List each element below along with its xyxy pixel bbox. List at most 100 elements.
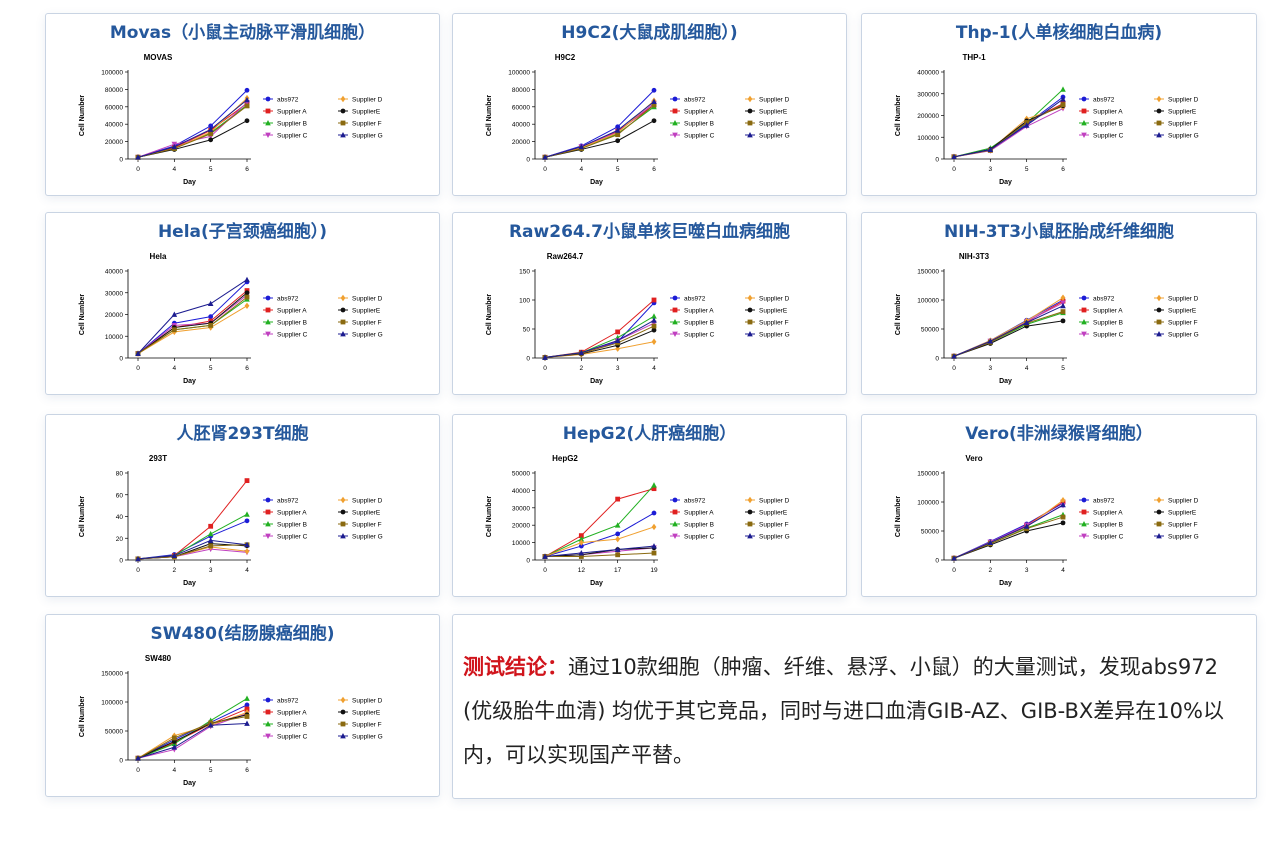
legend-label: Supplier A (684, 509, 714, 516)
series-line (137, 544, 248, 560)
data-point (171, 311, 178, 317)
series-line (953, 504, 1064, 559)
x-tick-label: 0 (543, 567, 547, 574)
legend-marker (672, 497, 678, 503)
data-series (135, 302, 250, 357)
legend-marker (340, 294, 346, 302)
x-tick-label: 6 (1061, 166, 1065, 173)
legend-marker (747, 307, 753, 313)
legend-label: Supplier G (352, 331, 383, 338)
data-point (615, 531, 621, 537)
y-tick-label: 80000 (105, 87, 123, 94)
legend-marker (1156, 331, 1162, 337)
y-tick-label: 10000 (512, 540, 530, 547)
data-point (135, 350, 141, 357)
x-tick-label: 6 (652, 166, 656, 173)
data-point (207, 537, 214, 543)
legend-marker (672, 533, 678, 539)
legend-marker (340, 509, 346, 515)
data-point (1060, 294, 1066, 301)
y-tick-label: 20 (116, 536, 124, 543)
data-series (542, 543, 657, 559)
series-line (137, 539, 248, 560)
y-tick-label: 40000 (512, 122, 530, 129)
y-tick-label: 60000 (105, 104, 123, 111)
legend-label: abs972 (684, 295, 706, 302)
x-tick-label: 5 (209, 166, 213, 173)
y-tick-label: 80 (116, 471, 124, 478)
legend-marker (1081, 96, 1087, 102)
legend-marker (340, 696, 346, 704)
data-series (135, 100, 250, 160)
legend-marker (1156, 521, 1162, 527)
legend-marker (340, 307, 346, 313)
chart-title: Hela (150, 252, 167, 261)
legend-label: Supplier B (684, 319, 714, 326)
legend-label: SupplierE (352, 509, 381, 516)
series-line (953, 502, 1064, 559)
data-point (615, 124, 621, 130)
data-point (614, 337, 621, 343)
line-chart: HepG2 0 10000 20000 30000 40000 50000 0 12 17 19 Da… (486, 454, 790, 587)
x-tick-label: 4 (173, 767, 177, 774)
legend-label: abs972 (1093, 96, 1115, 103)
x-tick-label: 5 (1061, 365, 1065, 372)
legend-label: Supplier A (277, 509, 307, 516)
data-point (578, 550, 585, 556)
legend-marker (1081, 295, 1087, 301)
data-point (1023, 319, 1030, 326)
data-point (244, 294, 250, 300)
legend-label: Supplier F (1168, 319, 1198, 326)
y-tick-label: 200000 (917, 113, 939, 120)
y-tick-label: 40000 (105, 269, 123, 276)
data-series (542, 523, 657, 560)
data-point (578, 143, 585, 150)
y-axis-label: Cell Number (895, 496, 902, 538)
y-tick-label: 30000 (512, 505, 530, 512)
data-series (542, 486, 657, 559)
x-tick-label: 3 (1025, 567, 1029, 574)
data-point (1060, 318, 1066, 324)
series-line (137, 102, 248, 158)
legend-label: Supplier G (1168, 331, 1199, 338)
legend-marker (672, 307, 678, 313)
data-point (651, 87, 657, 93)
data-series (135, 537, 250, 562)
legend-marker (1156, 132, 1162, 138)
data-point (244, 511, 250, 517)
y-tick-label: 20000 (105, 139, 123, 146)
x-tick-label: 0 (136, 567, 140, 574)
data-series (542, 100, 657, 161)
legend-marker (747, 108, 753, 114)
x-tick-label: 0 (136, 767, 140, 774)
y-tick-label: 0 (119, 558, 123, 565)
y-axis-label: Cell Number (79, 696, 86, 738)
data-point (244, 302, 250, 309)
legend-label: SupplierE (1168, 307, 1197, 314)
x-axis-label: Day (183, 378, 196, 385)
data-point (135, 154, 141, 160)
series-line (137, 89, 248, 158)
x-tick-label: 4 (652, 365, 656, 372)
data-point (578, 533, 584, 539)
data-series (542, 320, 657, 361)
legend-label: Supplier D (1168, 497, 1199, 504)
y-tick-label: 0 (119, 758, 123, 765)
series-line (544, 322, 655, 358)
x-tick-label: 0 (136, 166, 140, 173)
legend-label: Supplier A (277, 709, 307, 716)
data-point (651, 118, 657, 124)
legend-label: SupplierE (1168, 108, 1197, 115)
y-tick-label: 40 (116, 514, 124, 521)
data-point (651, 510, 657, 516)
conclusion-text: 测试结论：通过10款细胞（肿瘤、纤维、悬浮、小鼠）的大量测试，发现abs972 … (463, 645, 1244, 777)
legend-label: SupplierE (352, 108, 381, 115)
series-line (953, 89, 1064, 158)
data-point (651, 323, 657, 329)
data-point (171, 735, 177, 741)
legend-label: Supplier C (1093, 533, 1124, 540)
conclusion-body: 通过10款细胞（肿瘤、纤维、悬浮、小鼠）的大量测试，发现abs972 (优级胎牛… (463, 655, 1224, 767)
data-point (651, 338, 657, 345)
legend-label: abs972 (277, 697, 299, 704)
series-line (953, 302, 1064, 357)
